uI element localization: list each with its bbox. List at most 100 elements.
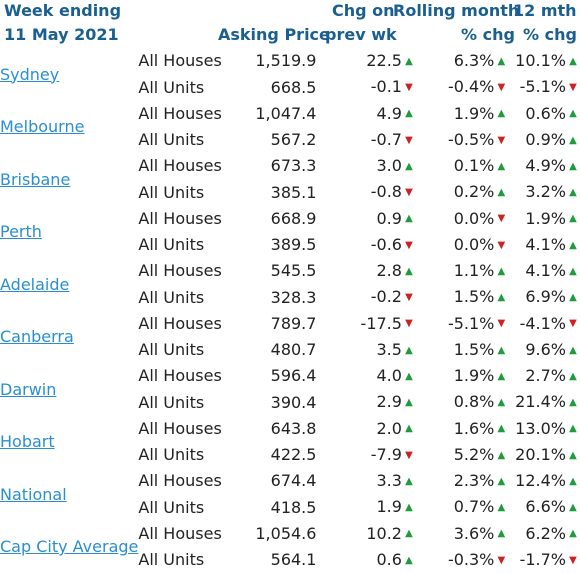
dwelling-type-cell: All Houses bbox=[138, 206, 241, 232]
asking-price-cell-value: 596.4 bbox=[271, 366, 317, 385]
city-cell: Hobart bbox=[0, 416, 138, 469]
city-link[interactable]: Perth bbox=[0, 222, 42, 241]
city-link[interactable]: Melbourne bbox=[0, 117, 84, 136]
asking-price-cell: 643.8 bbox=[241, 416, 316, 442]
up-triangle-icon: ▲ bbox=[494, 521, 508, 547]
up-triangle-icon: ▲ bbox=[566, 495, 580, 521]
twelve-month-cell-value: 3.2% bbox=[525, 182, 566, 201]
city-cell: Cap City Average bbox=[0, 521, 138, 573]
up-triangle-icon: ▲ bbox=[566, 154, 580, 180]
twelve-month-cell-value: -5.1% bbox=[520, 77, 566, 96]
asking-price-cell-value: 673.3 bbox=[271, 156, 317, 175]
weekly-change-cell: 4.0▲ bbox=[316, 363, 420, 389]
up-triangle-icon: ▲ bbox=[494, 364, 508, 390]
up-triangle-icon: ▲ bbox=[566, 180, 580, 206]
city-link[interactable]: Cap City Average bbox=[0, 537, 138, 556]
city-link[interactable]: National bbox=[0, 485, 67, 504]
rolling-month-cell-value: 1.9% bbox=[454, 366, 495, 385]
rolling-month-cell: 1.9%▲ bbox=[420, 363, 508, 389]
rolling-month-cell: 0.7%▲ bbox=[420, 494, 508, 520]
twelve-month-cell-value: 0.6% bbox=[525, 104, 566, 123]
twelve-month-cell: 4.9%▲ bbox=[508, 153, 580, 179]
week-ending-label: Week ending bbox=[4, 0, 121, 22]
up-triangle-icon: ▲ bbox=[566, 521, 580, 547]
twelve-month-cell: 1.9%▲ bbox=[508, 206, 580, 232]
rolling-month-cell: 3.6%▲ bbox=[420, 521, 508, 547]
twelve-month-cell: 4.1%▲ bbox=[508, 232, 580, 258]
down-triangle-icon: ▼ bbox=[494, 206, 508, 232]
city-cell: Brisbane bbox=[0, 153, 138, 206]
twelve-month-cell: 13.0%▲ bbox=[508, 416, 580, 442]
dwelling-type-cell: All Units bbox=[138, 389, 241, 415]
rolling-month-cell: 1.6%▲ bbox=[420, 416, 508, 442]
weekly-change-cell: 0.9▲ bbox=[316, 206, 420, 232]
rolling-month-cell-value: 6.3% bbox=[454, 51, 495, 70]
down-triangle-icon: ▼ bbox=[402, 443, 416, 469]
weekly-change-cell: 2.0▲ bbox=[316, 416, 420, 442]
rolling-month-cell-value: -5.1% bbox=[448, 314, 494, 333]
weekly-change-cell-value: 4.9 bbox=[377, 104, 402, 123]
dwelling-type-cell: All Units bbox=[138, 337, 241, 363]
dwelling-type-cell: All Units bbox=[138, 127, 241, 153]
city-link[interactable]: Sydney bbox=[0, 65, 59, 84]
up-triangle-icon: ▲ bbox=[402, 469, 416, 495]
asking-price-cell-value: 1,054.6 bbox=[255, 524, 316, 543]
city-link[interactable]: Brisbane bbox=[0, 170, 70, 189]
asking-price-cell-value: 567.2 bbox=[271, 130, 317, 149]
weekly-change-cell-value: 2.9 bbox=[377, 392, 402, 411]
asking-price-cell-value: 480.7 bbox=[271, 340, 317, 359]
weekly-asking-price-table: Week ending 11 May 2021 Asking Price Chg… bbox=[0, 0, 580, 560]
dwelling-type-cell-value: All Units bbox=[138, 340, 204, 359]
chg-on-header: Chg on bbox=[332, 0, 395, 22]
city-link[interactable]: Hobart bbox=[0, 432, 55, 451]
weekly-change-cell-value: 3.3 bbox=[377, 471, 402, 490]
twelve-month-cell: 4.1%▲ bbox=[508, 258, 580, 284]
up-triangle-icon: ▲ bbox=[494, 259, 508, 285]
dwelling-type-cell-value: All Units bbox=[138, 498, 204, 517]
weekly-change-cell-value: 4.0 bbox=[377, 366, 402, 385]
city-link[interactable]: Darwin bbox=[0, 380, 56, 399]
asking-price-cell: 596.4 bbox=[241, 363, 316, 389]
up-triangle-icon: ▲ bbox=[494, 495, 508, 521]
up-triangle-icon: ▲ bbox=[494, 390, 508, 416]
city-link[interactable]: Canberra bbox=[0, 327, 74, 346]
city-link[interactable]: Adelaide bbox=[0, 275, 69, 294]
weekly-change-cell: -17.5▼ bbox=[316, 311, 420, 337]
weekly-change-cell: -0.2▼ bbox=[316, 284, 420, 310]
dwelling-type-cell-value: All Units bbox=[138, 393, 204, 412]
weekly-change-cell-value: -7.9 bbox=[371, 445, 402, 464]
twelve-month-cell-value: 13.0% bbox=[515, 419, 566, 438]
dwelling-type-cell-value: All Units bbox=[138, 288, 204, 307]
weekly-change-cell-value: 3.5 bbox=[377, 340, 402, 359]
asking-price-cell-value: 390.4 bbox=[271, 393, 317, 412]
dwelling-type-cell: All Units bbox=[138, 179, 241, 205]
twelve-month-cell: 0.6%▲ bbox=[508, 101, 580, 127]
dwelling-type-cell: All Houses bbox=[138, 363, 241, 389]
twelve-month-cell: 9.6%▲ bbox=[508, 337, 580, 363]
up-triangle-icon: ▲ bbox=[494, 49, 508, 75]
rolling-month-cell: 5.2%▲ bbox=[420, 442, 508, 468]
city-cell: Adelaide bbox=[0, 258, 138, 311]
down-triangle-icon: ▼ bbox=[494, 128, 508, 154]
dwelling-type-cell-value: All Houses bbox=[138, 314, 221, 333]
up-triangle-icon: ▲ bbox=[566, 443, 580, 469]
up-triangle-icon: ▲ bbox=[402, 154, 416, 180]
dwelling-type-cell-value: All Houses bbox=[138, 366, 221, 385]
dwelling-type-cell: All Units bbox=[138, 74, 241, 100]
rolling-month-cell-value: 1.5% bbox=[454, 287, 495, 306]
twelve-pct-header: % chg bbox=[523, 24, 577, 46]
weekly-change-cell-value: 0.6 bbox=[377, 550, 402, 569]
up-triangle-icon: ▲ bbox=[566, 469, 580, 495]
weekly-change-cell-value: -0.2 bbox=[371, 287, 402, 306]
weekly-change-cell: -7.9▼ bbox=[316, 442, 420, 468]
twelve-month-cell-value: 4.9% bbox=[525, 156, 566, 175]
dwelling-type-cell-value: All Units bbox=[138, 235, 204, 254]
twelve-month-cell-value: 6.6% bbox=[525, 497, 566, 516]
rolling-month-cell-value: 1.1% bbox=[454, 261, 495, 280]
asking-price-cell: 674.4 bbox=[241, 468, 316, 494]
twelve-month-cell: 21.4%▲ bbox=[508, 389, 580, 415]
